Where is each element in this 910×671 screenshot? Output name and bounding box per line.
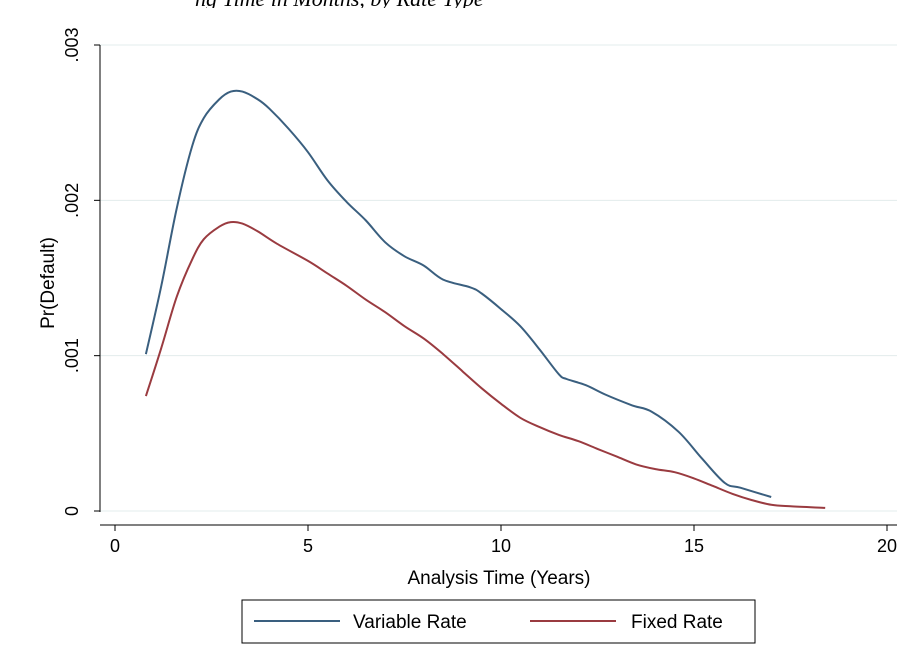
y-axis-title: Pr(Default) — [38, 237, 59, 329]
x-tick-label: 20 — [877, 536, 897, 556]
y-axis-ticks: 0 .001 .002 .003 — [62, 27, 100, 516]
clipped-header: ng Time in Months, by Rate Type — [0, 0, 910, 8]
x-axis-title: Analysis Time (Years) — [407, 568, 590, 589]
x-tick-label: 5 — [303, 536, 313, 556]
series-line-fixed-rate — [144, 220, 826, 509]
legend-label-fixed-rate: Fixed Rate — [631, 612, 723, 633]
y-tick-label: .001 — [62, 338, 82, 373]
x-tick-label: 0 — [110, 536, 120, 556]
series-line-variable-rate — [144, 89, 772, 498]
y-tick-label: 0 — [62, 506, 82, 516]
y-tick-label: .002 — [62, 183, 82, 218]
x-axis-ticks: 0 5 10 15 20 — [110, 525, 897, 556]
legend-label-variable-rate: Variable Rate — [353, 612, 467, 633]
plot-frame — [10, 10, 900, 665]
clipped-header-text: ng Time in Months, by Rate Type — [195, 0, 484, 8]
legend: Variable Rate Fixed Rate — [241, 599, 756, 644]
series-layer — [144, 89, 826, 509]
y-tick-label: .003 — [62, 27, 82, 62]
gridlines — [100, 44, 897, 512]
x-tick-label: 10 — [491, 536, 511, 556]
x-tick-label: 15 — [684, 536, 704, 556]
